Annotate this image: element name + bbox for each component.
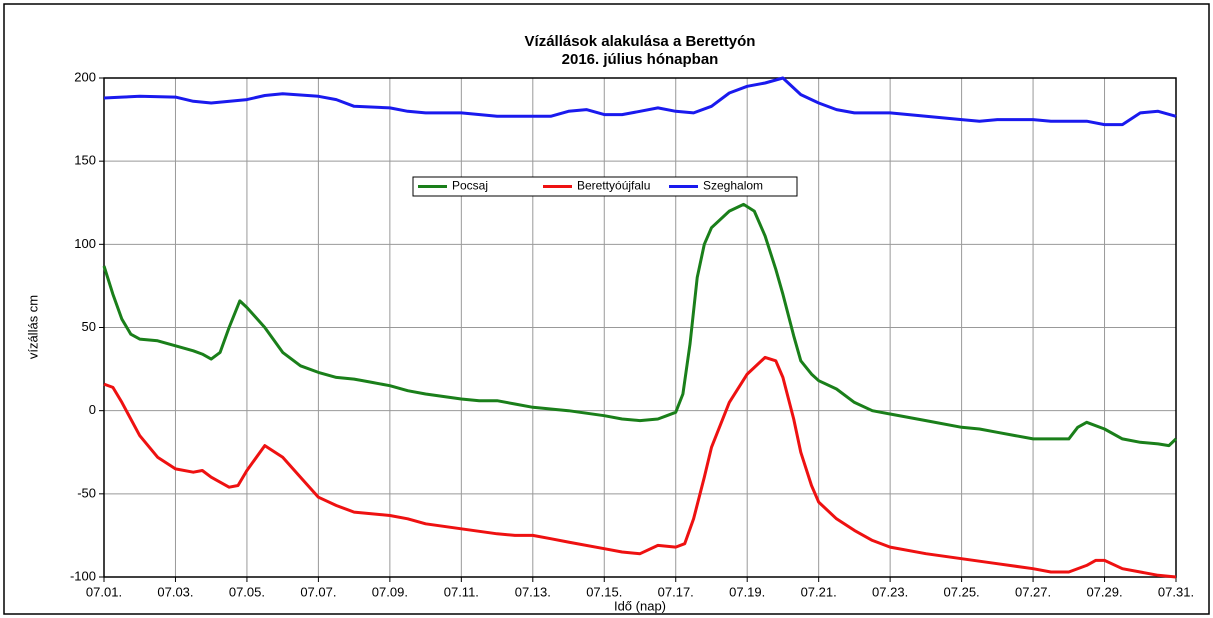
- legend-label: Pocsaj: [452, 179, 488, 193]
- x-tick-label: 07.19.: [729, 584, 765, 599]
- x-tick-label: 07.07.: [300, 584, 336, 599]
- legend-box: [412, 176, 798, 197]
- series-line: [103, 355, 1177, 579]
- x-tick-label: 07.25.: [944, 584, 980, 599]
- legend-label: Berettyóújfalu: [577, 179, 650, 193]
- x-tick-label: 07.03.: [157, 584, 193, 599]
- x-tick-label: 07.27.: [1015, 584, 1051, 599]
- y-tick-label: -100: [70, 568, 96, 583]
- x-tick-label: 07.29.: [1086, 584, 1122, 599]
- y-tick-label: 100: [74, 236, 96, 251]
- chart-subtitle: 2016. július hónapban: [562, 51, 719, 68]
- series-line: [102, 202, 1178, 448]
- y-tick-label: 200: [74, 69, 96, 84]
- y-tick-label: -50: [77, 485, 96, 500]
- y-tick-label: 0: [89, 402, 96, 417]
- x-tick-label: 07.13.: [515, 584, 551, 599]
- x-tick-label: 07.17.: [658, 584, 694, 599]
- x-tick-label: 07.01.: [86, 584, 122, 599]
- x-tick-label: 07.31.: [1158, 584, 1194, 599]
- series-line: [103, 76, 1177, 127]
- x-tick-label: 07.05.: [229, 584, 265, 599]
- legend-label: Szeghalom: [703, 179, 763, 193]
- y-tick-label: 150: [74, 153, 96, 168]
- x-tick-label: 07.09.: [372, 584, 408, 599]
- page-border: [3, 3, 1210, 615]
- plot-frame: [103, 77, 1177, 578]
- x-tick-label: 07.21.: [801, 584, 837, 599]
- chart-title: Vízállások alakulása a Berettyón: [525, 33, 756, 50]
- y-tick-label: 50: [82, 319, 96, 334]
- y-axis-label: vízállás cm: [25, 295, 40, 359]
- x-axis-label: Idő (nap): [614, 598, 666, 613]
- x-tick-label: 07.23.: [872, 584, 908, 599]
- x-tick-label: 07.11.: [444, 584, 479, 599]
- x-tick-label: 07.15.: [586, 584, 622, 599]
